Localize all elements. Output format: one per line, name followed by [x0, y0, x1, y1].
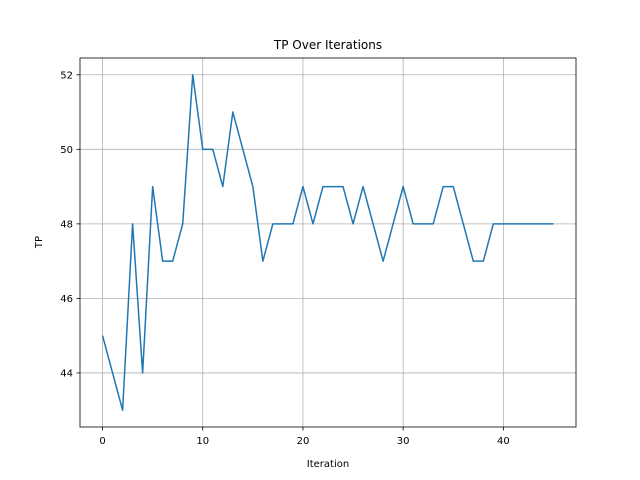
plot-area-frame [79, 57, 577, 428]
series-layer [101, 74, 554, 411]
y-tick-label: 48 [60, 219, 73, 230]
chart-title: TP Over Iterations [273, 38, 382, 52]
y-tick-label: 44 [60, 368, 73, 379]
y-tick-label: 50 [60, 145, 73, 156]
grid-lines [80, 58, 576, 427]
x-tick-label: 0 [99, 436, 105, 447]
x-tick-label: 40 [497, 436, 510, 447]
x-axis-label: Iteration [307, 459, 349, 470]
x-tick-label: 30 [397, 436, 410, 447]
x-tick-label: 20 [297, 436, 310, 447]
y-tick-label: 52 [60, 70, 73, 81]
y-axis-label: TP [34, 236, 45, 249]
series-line-0 [101, 74, 554, 411]
axis-ticks: 0 10 20 30 40 44 46 48 50 52 [60, 70, 509, 447]
x-tick-label: 10 [196, 436, 209, 447]
y-tick-label: 46 [60, 294, 73, 305]
